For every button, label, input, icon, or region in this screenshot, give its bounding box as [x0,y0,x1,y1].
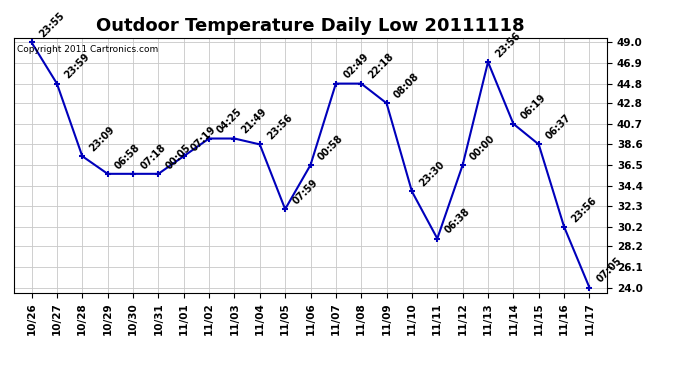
Text: Copyright 2011 Cartronics.com: Copyright 2011 Cartronics.com [17,45,158,54]
Text: 06:38: 06:38 [443,207,472,236]
Text: 07:59: 07:59 [290,177,319,206]
Text: 23:56: 23:56 [570,195,599,224]
Text: 06:19: 06:19 [519,92,548,121]
Title: Outdoor Temperature Daily Low 20111118: Outdoor Temperature Daily Low 20111118 [96,16,525,34]
Text: 22:18: 22:18 [367,52,396,81]
Text: 04:25: 04:25 [215,107,244,136]
Text: 08:08: 08:08 [392,71,422,100]
Text: 07:19: 07:19 [189,124,218,153]
Text: 00:00: 00:00 [469,133,497,162]
Text: 23:59: 23:59 [63,52,92,81]
Text: 07:18: 07:18 [139,142,168,171]
Text: 06:37: 06:37 [544,112,573,142]
Text: 23:56: 23:56 [266,112,295,142]
Text: 23:55: 23:55 [37,10,66,40]
Text: 21:49: 21:49 [240,107,269,136]
Text: 00:58: 00:58 [316,133,345,162]
Text: 00:05: 00:05 [164,142,193,171]
Text: 23:30: 23:30 [417,160,446,189]
Text: 23:56: 23:56 [493,30,522,59]
Text: 07:05: 07:05 [595,256,624,285]
Text: 02:49: 02:49 [342,52,371,81]
Text: 06:58: 06:58 [113,142,142,171]
Text: 23:09: 23:09 [88,124,117,153]
